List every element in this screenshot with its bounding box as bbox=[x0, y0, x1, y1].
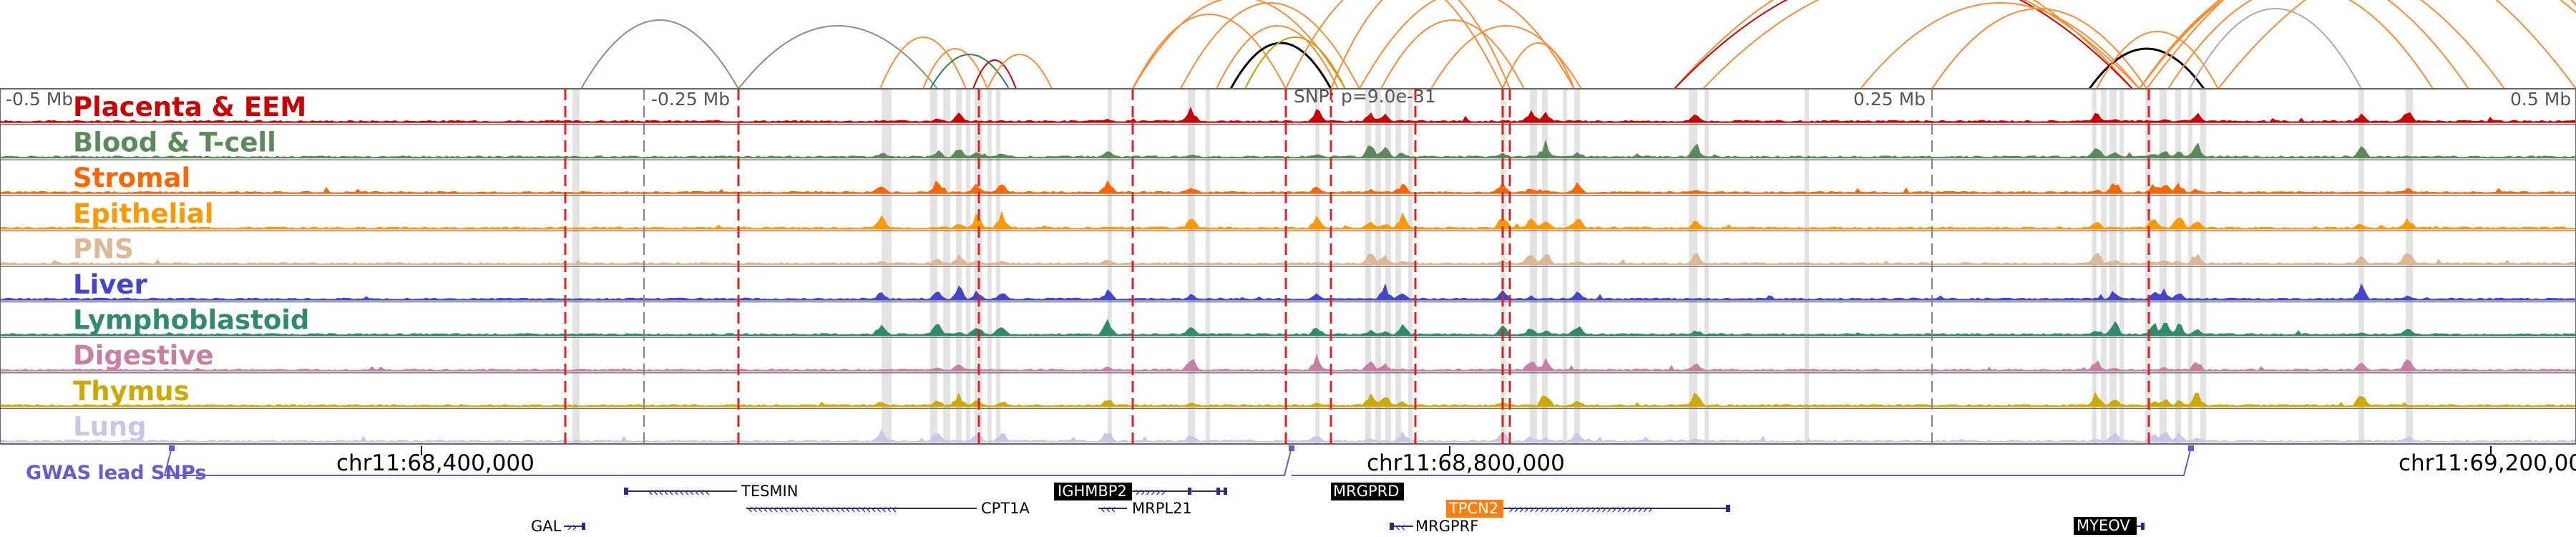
gene-tesmin: ‹‹‹‹‹‹‹‹‹‹‹‹ TESMIN bbox=[624, 483, 798, 500]
track-signal bbox=[0, 139, 2576, 158]
gene-myeov: MYEOV bbox=[2074, 517, 2145, 535]
gene-label-ighmbp2: IGHMBP2 bbox=[1058, 483, 1127, 500]
loop-arc bbox=[2167, 0, 2434, 90]
gwas-snp-marker bbox=[169, 445, 175, 451]
track-label: Thymus bbox=[73, 376, 190, 407]
loop-arc bbox=[1216, 25, 1339, 90]
track-label: Epithelial bbox=[73, 198, 214, 229]
loop-arc bbox=[930, 54, 1010, 90]
track-label: Lung bbox=[73, 411, 147, 442]
gene-label-myeov: MYEOV bbox=[2077, 517, 2130, 534]
loop-arc bbox=[2146, 0, 2576, 90]
coord-minus-0.25mb: -0.25 Mb bbox=[651, 89, 730, 110]
loop-arc bbox=[1285, 0, 1503, 90]
loop-arc bbox=[1430, 25, 1582, 90]
track-label: Blood & T-cell bbox=[73, 127, 276, 158]
loop-arc bbox=[2139, 0, 2576, 90]
gene-cpt1a: ‹‹‹‹‹‹‹‹‹‹‹‹‹‹‹‹‹‹‹‹‹‹‹‹‹‹‹‹‹ CPT1A bbox=[746, 500, 1030, 517]
loop-arc bbox=[1702, 0, 2140, 90]
svg-text:››››››: ›››››› bbox=[1135, 485, 1166, 500]
gwas-snp-marker bbox=[1289, 445, 1294, 451]
gene-label-cpt1a: CPT1A bbox=[981, 500, 1030, 517]
loop-arc bbox=[1330, 0, 1511, 90]
gene-label-tpcn2: TPCN2 bbox=[1448, 500, 1498, 517]
track-label: Placenta & EEM bbox=[73, 92, 306, 122]
gene-label-mrgprd: MRGPRD bbox=[1333, 483, 1399, 500]
loop-arc bbox=[580, 19, 739, 90]
track-label: Digestive bbox=[73, 340, 214, 371]
loop-arc bbox=[1180, 2, 1360, 90]
track-signal bbox=[0, 180, 2576, 194]
gwas-row: GWAS lead SNPs bbox=[26, 445, 2194, 484]
loop-arc bbox=[1132, 14, 1287, 90]
tracks-panel-frame bbox=[0, 88, 2576, 445]
gene-ighmbp2: IGHMBP2 ›››››› bbox=[1054, 483, 1227, 500]
svg-text:‹‹‹‹‹‹‹‹‹‹‹‹‹‹‹‹‹‹‹‹‹‹‹‹‹‹‹‹‹: ‹‹‹‹‹‹‹‹‹‹‹‹‹‹‹‹‹‹‹‹‹‹‹‹‹‹‹‹‹ bbox=[748, 502, 897, 517]
track-label: PNS bbox=[73, 233, 134, 264]
loop-arc bbox=[1674, 0, 2133, 90]
gene-mrgprf: ‹‹ MRGPRF bbox=[1390, 518, 1478, 535]
loop-arc bbox=[922, 48, 988, 90]
gwas-label: GWAS lead SNPs bbox=[26, 462, 206, 484]
svg-text:‹‹‹: ‹‹‹ bbox=[1101, 502, 1116, 517]
track-labels: Placenta & EEM Blood & T-cell Stromal Epith… bbox=[73, 92, 309, 442]
coord-plus-0.25mb: 0.25 Mb bbox=[1853, 89, 1926, 110]
track-signals bbox=[0, 106, 2576, 442]
loop-arc bbox=[1229, 42, 1332, 90]
loop-arc bbox=[2088, 47, 2205, 90]
chr-coord-3: chr11:69,200,000 bbox=[2399, 450, 2576, 476]
loop-arc bbox=[2096, 31, 2219, 90]
loop-arc bbox=[2218, 0, 2576, 90]
svg-text:‹‹‹‹‹‹‹‹‹‹‹‹: ‹‹‹‹‹‹‹‹‹‹‹‹ bbox=[648, 485, 710, 500]
loop-arc bbox=[1359, 0, 1575, 90]
track-label: Stromal bbox=[73, 163, 190, 193]
coord-snp-pvalue: SNP: p=9.0e-31 bbox=[1294, 86, 1436, 107]
coord-plus-0.5mb: 0.5 Mb bbox=[2510, 89, 2571, 110]
track-signal bbox=[0, 252, 2576, 265]
loop-arc bbox=[1244, 37, 1346, 90]
gene-annotation-track: ‹‹‹‹‹‹‹‹‹‹‹‹ TESMIN IGHMBP2 ›››››› MRGPR… bbox=[531, 483, 2145, 535]
loop-arc bbox=[972, 59, 1017, 90]
loop-arc bbox=[987, 54, 1053, 90]
gene-label-gal: GAL bbox=[531, 518, 562, 535]
svg-text:››: ›› bbox=[567, 520, 577, 535]
loop-arc bbox=[1502, 42, 1575, 90]
chr-coord-2: chr11:68,800,000 bbox=[1367, 450, 1565, 476]
loop-arc bbox=[1674, 0, 2133, 90]
loop-arc bbox=[879, 37, 967, 90]
gene-label-tesmin: TESMIN bbox=[741, 483, 798, 500]
loop-arc bbox=[2139, 0, 2469, 90]
track-signal bbox=[0, 210, 2576, 229]
gene-label-mrgprf: MRGPRF bbox=[1415, 518, 1478, 535]
gene-mrgprd: MRGPRD bbox=[1331, 483, 1404, 500]
coord-minus-0.5mb: -0.5 Mb bbox=[6, 89, 73, 110]
loop-arc bbox=[1860, 2, 2140, 90]
snp-marker-lines bbox=[564, 89, 2150, 444]
track-signal bbox=[0, 106, 2576, 123]
gene-label-mrpl21: MRPL21 bbox=[1132, 500, 1192, 517]
track-signal bbox=[0, 429, 2576, 442]
track-signal bbox=[0, 283, 2576, 301]
gwas-snp-marker bbox=[2188, 445, 2194, 451]
chr-coord-1: chr11:68,400,000 bbox=[336, 450, 535, 476]
loop-arc bbox=[1931, 8, 2147, 90]
gene-gal: GAL ›› bbox=[531, 518, 585, 535]
track-label: Lymphoblastoid bbox=[73, 305, 309, 336]
loop-arc bbox=[738, 25, 938, 90]
gene-mrpl21: ‹‹‹ MRPL21 bbox=[1098, 500, 1192, 517]
svg-text:‹‹: ‹‹ bbox=[1395, 520, 1405, 535]
track-label: Liver bbox=[73, 269, 147, 300]
loop-arc bbox=[1380, 19, 1525, 90]
loop-arc bbox=[2189, 8, 2362, 90]
chromatin-loop-arcs bbox=[580, 0, 2576, 90]
gene-tpcn2: TPCN2 ›››››››››››››››››››››››››››› bbox=[1446, 500, 1730, 518]
svg-text:››››››››››››››››››››››››››››: ›››››››››››››››››››››››››››› bbox=[1508, 502, 1653, 517]
